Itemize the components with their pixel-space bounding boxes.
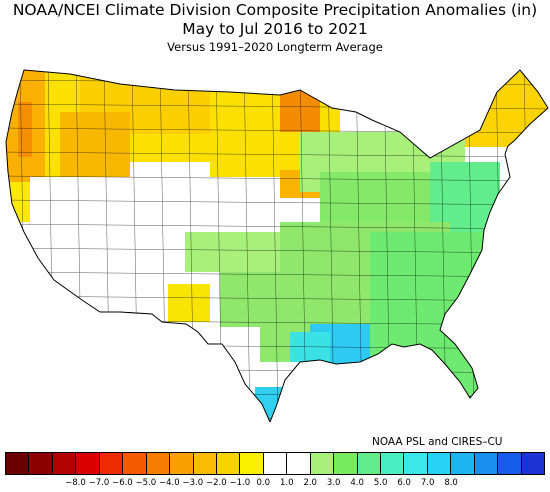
division-boundary [271,70,279,422]
colorbar-cell [474,453,499,474]
division-boundary [6,151,548,158]
division-boundary [6,175,548,182]
colorbar-tick-label: 0.0 [256,478,271,488]
colorbar-tick-label: −2.0 [205,478,227,488]
colorbar-cell [99,453,124,474]
colorbar-cell [170,453,194,474]
colorbar-cell [193,453,217,474]
colorbar-cell [263,453,288,474]
colorbar [5,452,545,475]
colorbar-tick-label: 8.0 [444,478,458,488]
colorbar-cell [404,453,428,474]
colorbar-cell [52,453,77,474]
colorbar-tick-label: 3.0 [326,478,341,488]
region-north-minnesota [280,90,320,132]
colorbar-tick-label: 6.0 [397,478,411,488]
colorbar-cell [287,453,311,474]
region-new-england [465,72,548,147]
colorbar-cell [521,453,545,474]
region-oregon-orange [18,102,32,157]
colorbar-cell [216,453,241,474]
division-boundary [6,271,548,278]
colorbar-cell [357,453,381,474]
colorbar-tick-label: −8.0 [65,478,86,488]
division-boundary [6,199,548,206]
colorbar-tick-label: 7.0 [420,478,435,488]
colorbar-cell [451,453,475,474]
division-boundary [243,70,251,422]
colorbar-tick-label: −5.0 [135,478,157,488]
map-baseline-note: Versus 1991–2020 Longterm Average [167,40,383,54]
colorbar-cell [123,453,147,474]
map-subtitle: May to Jul 2016 to 2021 [182,20,368,38]
colorbar-tick-label: −3.0 [182,478,204,488]
colorbar-cell [427,453,452,474]
colorbar-cell [310,453,335,474]
division-boundary [6,415,548,422]
division-boundary [6,223,548,230]
credit-label: NOAA PSL and CIRES–CU [372,436,503,448]
region-new-mexico-green [185,232,215,272]
colorbar-tick-label: 2.0 [303,478,317,488]
region-colorado [130,162,210,222]
colorbar-tick-label: 4.0 [350,478,364,488]
colorbar-cell [498,453,522,474]
map-title: NOAA/NCEI Climate Division Composite Pre… [12,1,538,19]
colorbar-cell [334,453,358,474]
us-map [0,62,550,423]
division-boundary [6,247,548,254]
colorbar-cell [146,453,171,474]
colorbar-tick-label: −4.0 [159,478,180,488]
colorbar-cell [240,453,264,474]
division-boundary [327,70,335,422]
region-idaho [60,112,130,182]
colorbar-tick-label: 1.0 [279,478,294,488]
colorbar-cell [29,453,53,474]
region-southeast-arizona [168,284,210,322]
colorbar-cell [6,453,30,474]
colorbar-cell [76,453,100,474]
colorbar-tick-label: −1.0 [229,478,251,488]
region-texas-white [200,327,260,377]
region-kansas-white [210,202,280,232]
colorbar-tick-label: −7.0 [88,478,110,488]
colorbar-tick-label: −6.0 [112,478,133,488]
colorbar-tick-label: 5.0 [373,478,388,488]
colorbar-cell [381,453,405,474]
colorbar-ticks: −8.0 −7.0 −6.0 −5.0 −4.0 −3.0 −2.0 −1.0 0.0 1.0 2.… [5,478,545,490]
